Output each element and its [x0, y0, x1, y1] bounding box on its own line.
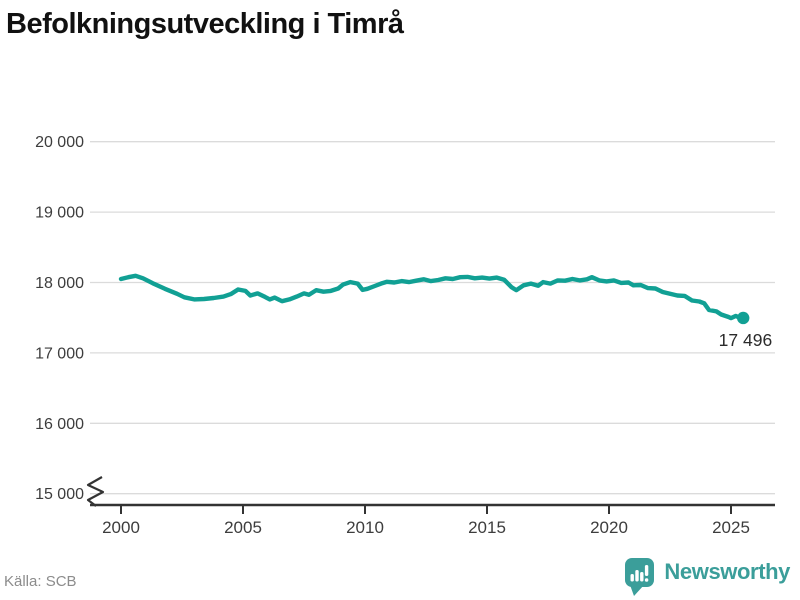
- logo-bar-2: [635, 570, 640, 582]
- source-note: Källa: SCB: [4, 573, 77, 590]
- newsworthy-logo-icon: [625, 558, 655, 596]
- x-tick-label-2005: 2005: [224, 518, 262, 537]
- newsworthy-branding: Newsworthy: [622, 556, 790, 596]
- logo-exclamation-dot: [645, 578, 649, 582]
- last-point-value-label: 17 496: [719, 330, 773, 350]
- y-tick-label-20000: 20 000: [35, 134, 84, 151]
- x-tick-label-2000: 2000: [102, 518, 140, 537]
- newsworthy-wordmark: Newsworthy: [664, 559, 790, 584]
- logo-exclamation-bar: [645, 565, 649, 576]
- logo-bar-1: [630, 574, 635, 582]
- logo-bubble-tail: [630, 585, 645, 596]
- y-tick-label-18000: 18 000: [35, 275, 84, 292]
- y-tick-label-19000: 19 000: [35, 205, 84, 222]
- x-tick-label-2015: 2015: [468, 518, 506, 537]
- y-tick-label-16000: 16 000: [35, 416, 84, 433]
- logo-bar-3: [640, 572, 644, 582]
- x-tick-label-2020: 2020: [590, 518, 628, 537]
- x-tick-label-2010: 2010: [346, 518, 384, 537]
- page-title: Befolkningsutveckling i Timrå: [6, 8, 404, 40]
- logo-bubble: [625, 558, 655, 587]
- y-axis-break-zigzag: [86, 476, 105, 507]
- last-point-marker: [737, 311, 750, 325]
- y-tick-label-17000: 17 000: [35, 345, 84, 362]
- y-tick-label-15000: 15 000: [35, 486, 84, 503]
- population-series-line: [118, 273, 746, 321]
- x-tick-label-2025: 2025: [712, 518, 750, 537]
